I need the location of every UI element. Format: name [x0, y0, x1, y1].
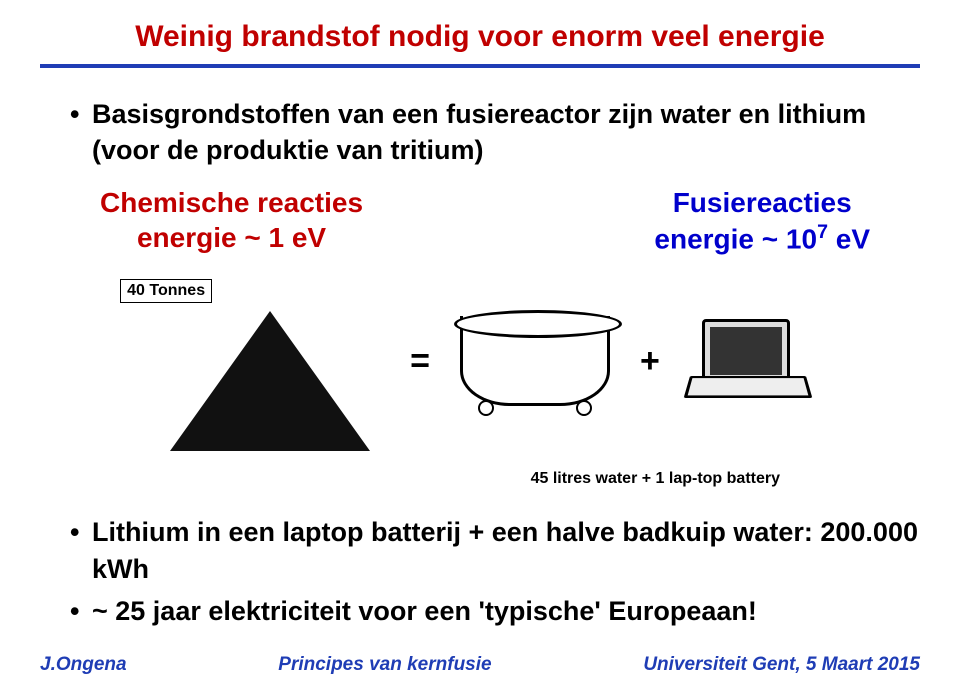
result-bullet-text: ~ 25 jaar elektriciteit voor een 'typisc…: [92, 593, 757, 629]
figure-caption: 45 litres water + 1 lap-top battery: [40, 470, 920, 488]
result-bullet-row: •Lithium in een laptop batterij + een ha…: [70, 514, 920, 587]
footer-right: Universiteit Gent, 5 Maart 2015: [643, 654, 920, 676]
coal-shape: [170, 311, 370, 451]
footer-center: Principes van kernfusie: [278, 654, 491, 676]
bullet-dot-icon: •: [70, 514, 92, 550]
fusie-line1: Fusiereacties: [654, 185, 870, 220]
fusie-prefix: energie ~ 10: [654, 223, 817, 254]
slide-footer: J.Ongena Principes van kernfusie Univers…: [40, 654, 920, 676]
laptop-icon: [690, 319, 800, 404]
figure-stage: 40 Tonnes = +: [40, 266, 920, 456]
column-chemical: Chemische reacties energie ~ 1 eV: [100, 185, 363, 256]
bathtub-icon: [460, 316, 610, 406]
title-rule: [40, 64, 920, 68]
results-block: •Lithium in een laptop batterij + een ha…: [40, 514, 920, 629]
equals-sign: =: [410, 342, 430, 381]
chem-line2: energie ~ 1 eV: [100, 220, 363, 255]
result-bullet-text: Lithium in een laptop batterij + een hal…: [92, 514, 920, 587]
footer-author: J.Ongena: [40, 654, 127, 676]
intro-text: Basisgrondstoffen van een fusiereactor z…: [92, 96, 920, 169]
fusie-sup: 7: [817, 221, 828, 243]
fusie-suffix: eV: [828, 223, 870, 254]
result-bullet-row: •~ 25 jaar elektriciteit voor een 'typis…: [70, 593, 920, 629]
chem-line1: Chemische reacties: [100, 185, 363, 220]
slide-title: Weinig brandstof nodig voor enorm veel e…: [40, 20, 920, 54]
intro-block: • Basisgrondstoffen van een fusiereactor…: [40, 96, 920, 169]
bullet-dot-icon: •: [70, 96, 92, 132]
coal-pile-icon: 40 Tonnes: [160, 271, 380, 451]
plus-sign: +: [640, 342, 660, 381]
coal-label: 40 Tonnes: [120, 279, 212, 303]
comparison-figure: 40 Tonnes = + 45 litres water + 1 lap-to…: [40, 266, 920, 488]
bullet-dot-icon: •: [70, 593, 92, 629]
column-fusion: Fusiereacties energie ~ 107 eV: [654, 185, 870, 256]
slide: Weinig brandstof nodig voor enorm veel e…: [0, 0, 960, 696]
fusie-line2: energie ~ 107 eV: [654, 220, 870, 256]
intro-bullet-row: • Basisgrondstoffen van een fusiereactor…: [70, 96, 920, 169]
two-columns: Chemische reacties energie ~ 1 eV Fusier…: [40, 175, 920, 256]
